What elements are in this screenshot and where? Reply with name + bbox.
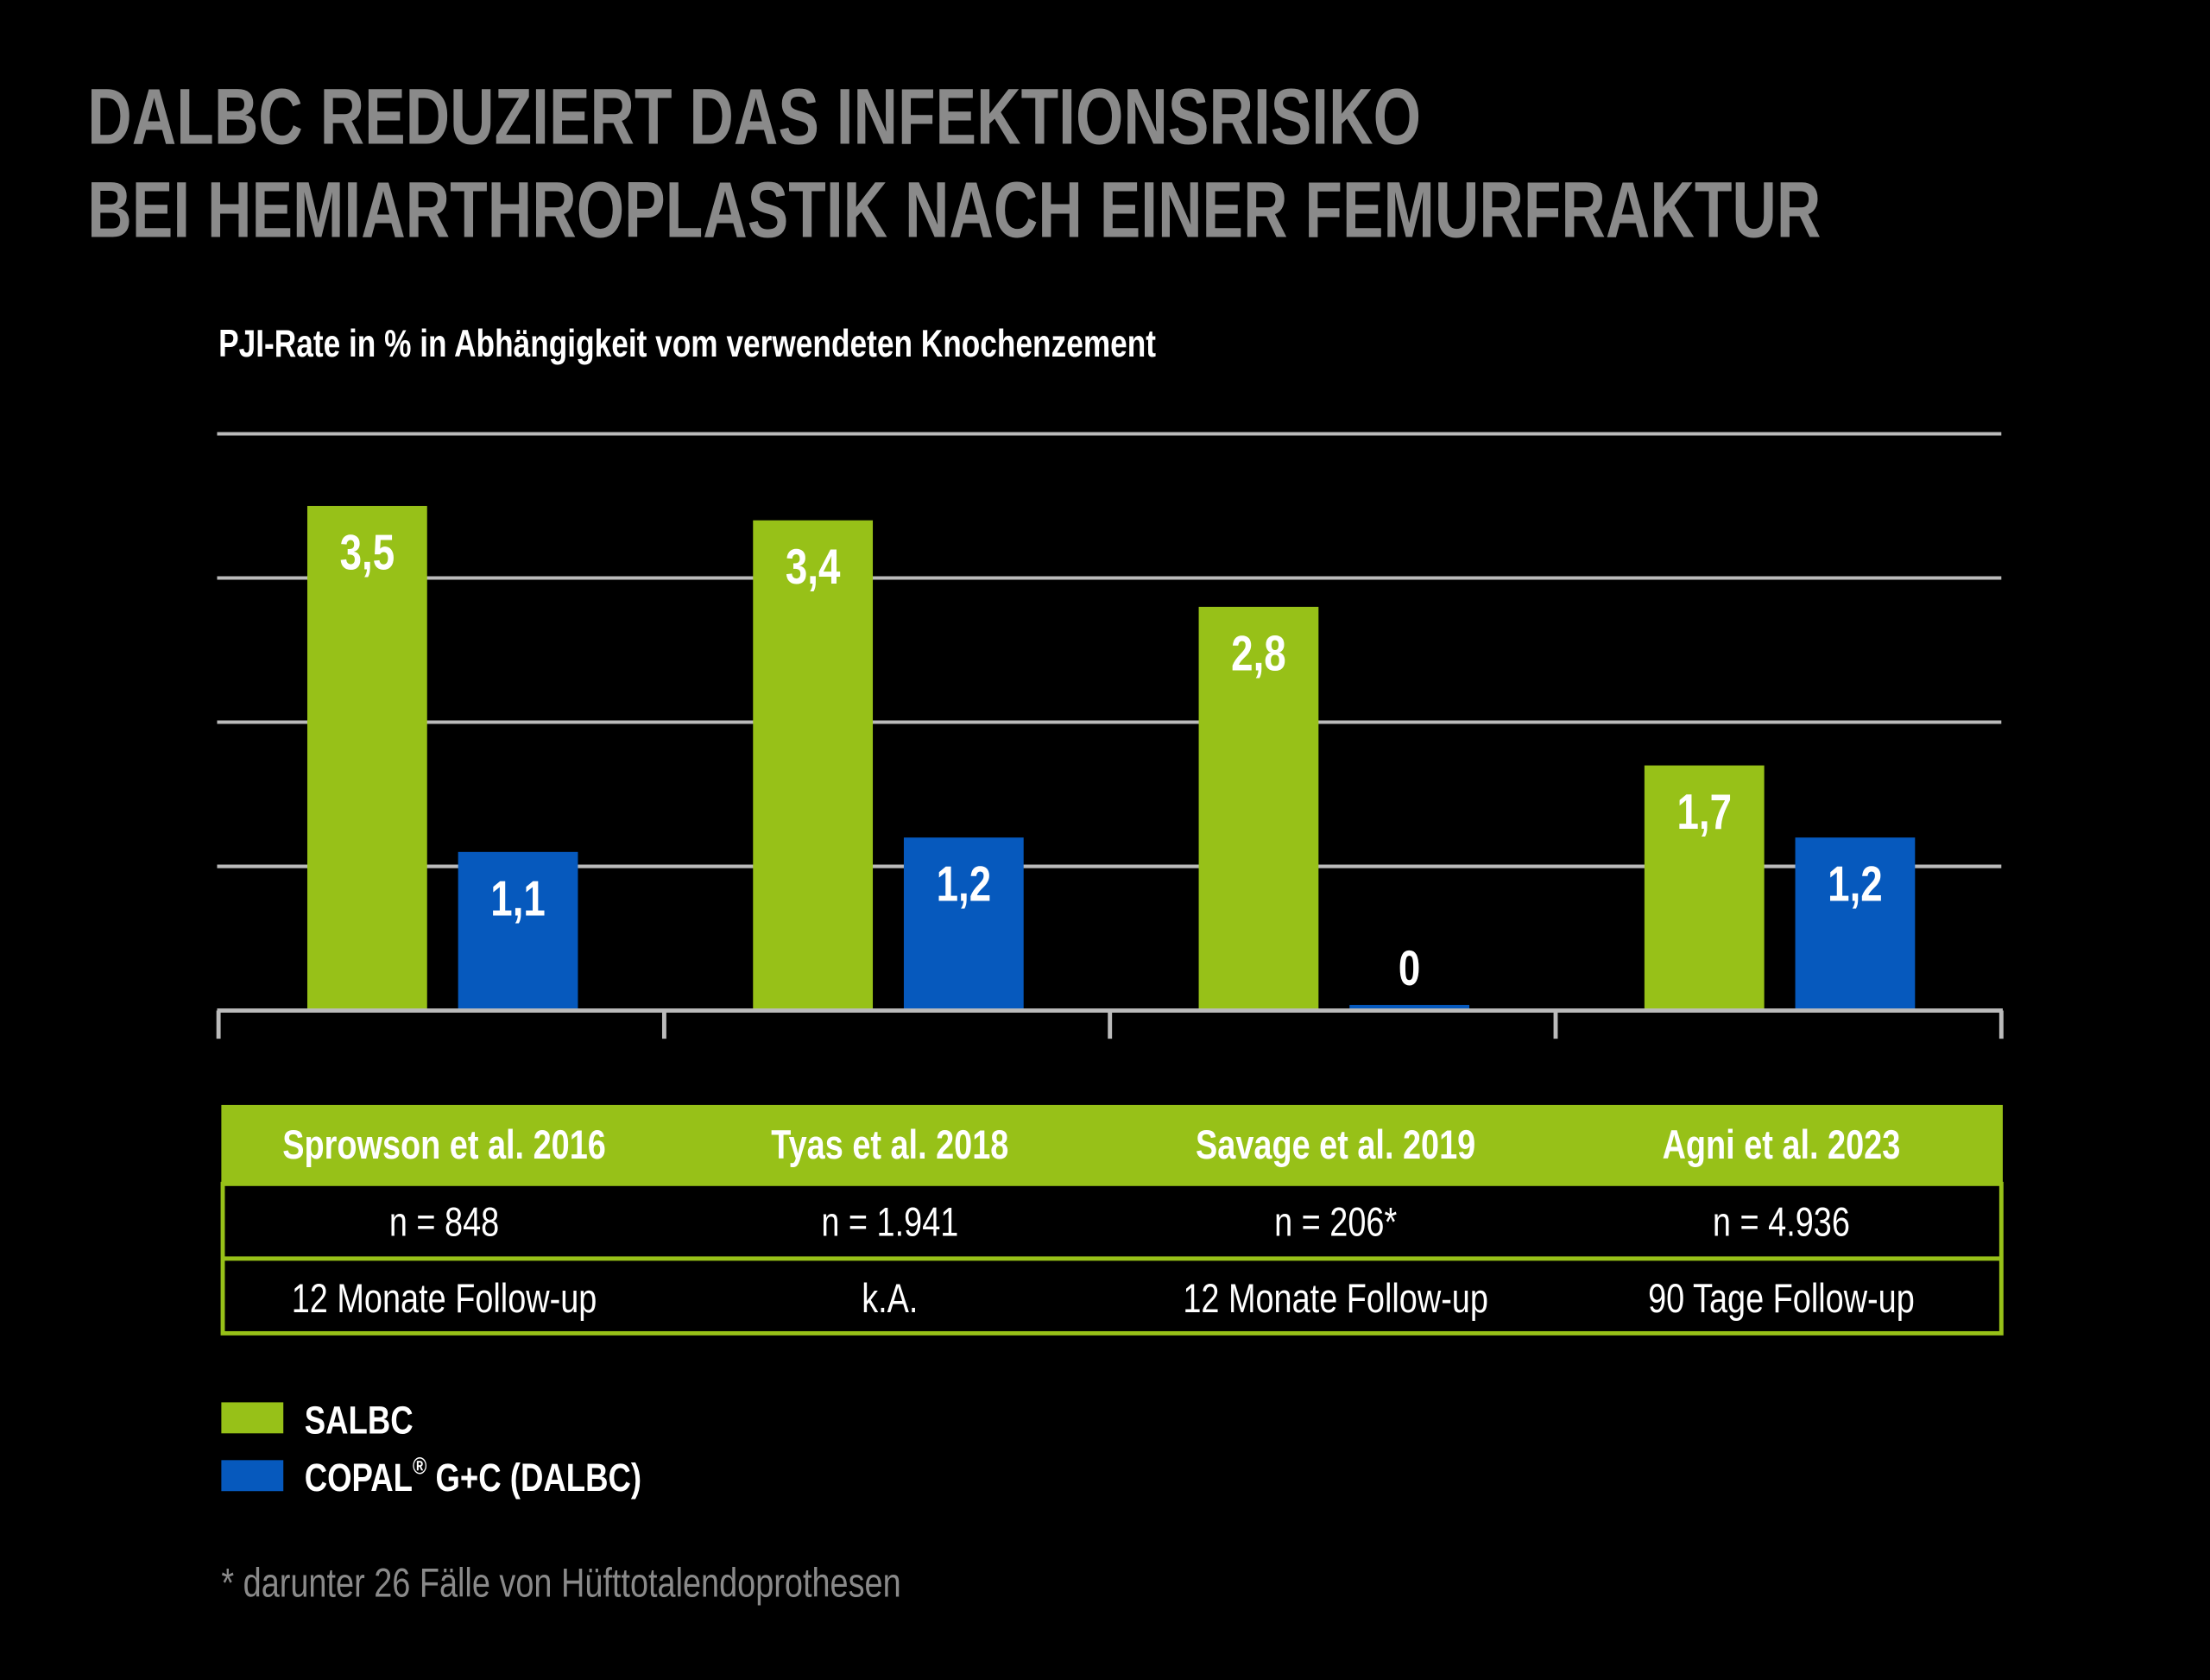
table-cell: n = 4.936 <box>1713 1200 1850 1246</box>
x-axis <box>216 1008 2004 1039</box>
legend: SALBC COPAL® G+C (DALBC) <box>221 1398 641 1500</box>
bar-dalbc <box>458 851 578 1011</box>
bar-value-label: 2,8 <box>1231 625 1286 680</box>
bar-value-label: 1,2 <box>937 856 992 912</box>
table-cell: 12 Monate Follow-up <box>292 1276 597 1322</box>
bar-dalbc <box>1795 837 1916 1011</box>
legend-swatch-salbc <box>221 1402 284 1434</box>
legend-swatch-dalbc <box>221 1460 284 1492</box>
bar-salbc <box>1198 606 1319 1011</box>
table-header-cell: Tyas et al. 2018 <box>771 1122 1008 1168</box>
legend-label-dalbc: COPAL® G+C (DALBC) <box>305 1453 641 1500</box>
table-cell: n = 848 <box>389 1200 499 1246</box>
table-cell: 90 Tage Follow-up <box>1648 1276 1915 1322</box>
table-header-cell: Sprowson et al. 2016 <box>282 1122 606 1168</box>
table-cell: n = 206* <box>1274 1200 1397 1246</box>
table-cell: n = 1.941 <box>821 1200 958 1246</box>
bar-value-label: 3,4 <box>786 539 841 594</box>
bar-value-label: 1,7 <box>1676 784 1732 839</box>
study-table: Sprowson et al. 2016 n = 848 12 Monate Fol… <box>220 1104 2004 1336</box>
table-header-cell: Agni et al. 2023 <box>1663 1122 1901 1168</box>
bar-value-label: 3,5 <box>340 525 395 580</box>
chart-subtitle: PJI-Rate in % in Abhängigkeit vom verwen… <box>218 323 1156 365</box>
bars: 3,5 1,1 3,4 1,2 2,8 0 1,7 1,2 <box>306 506 1916 1011</box>
table-cell: 12 Monate Follow-up <box>1183 1276 1488 1322</box>
bar-value-label: 0 <box>1399 940 1420 995</box>
bar-salbc <box>306 506 427 1011</box>
bar-value-label: 1,2 <box>1828 856 1883 912</box>
title-line-2: BEI HEMIARTHROPLASTIK NACH EINER FEMURFR… <box>87 167 1821 254</box>
bar-salbc <box>753 520 874 1011</box>
footnote: * darunter 26 Fälle von Hüfttotalendopro… <box>221 1561 900 1607</box>
table-header-row <box>221 1104 2003 1184</box>
bar-dalbc <box>1349 1005 1470 1011</box>
table-header-cell: Savage et al. 2019 <box>1196 1122 1475 1168</box>
legend-label-salbc: SALBC <box>305 1398 414 1442</box>
title-line-1: DALBC REDUZIERT DAS INFEKTIONSRISIKO <box>87 73 1421 161</box>
bar-value-label: 1,1 <box>490 870 546 925</box>
bar-salbc <box>1644 765 1765 1011</box>
table-cell: k.A. <box>862 1276 918 1322</box>
bar-dalbc <box>903 837 1024 1011</box>
